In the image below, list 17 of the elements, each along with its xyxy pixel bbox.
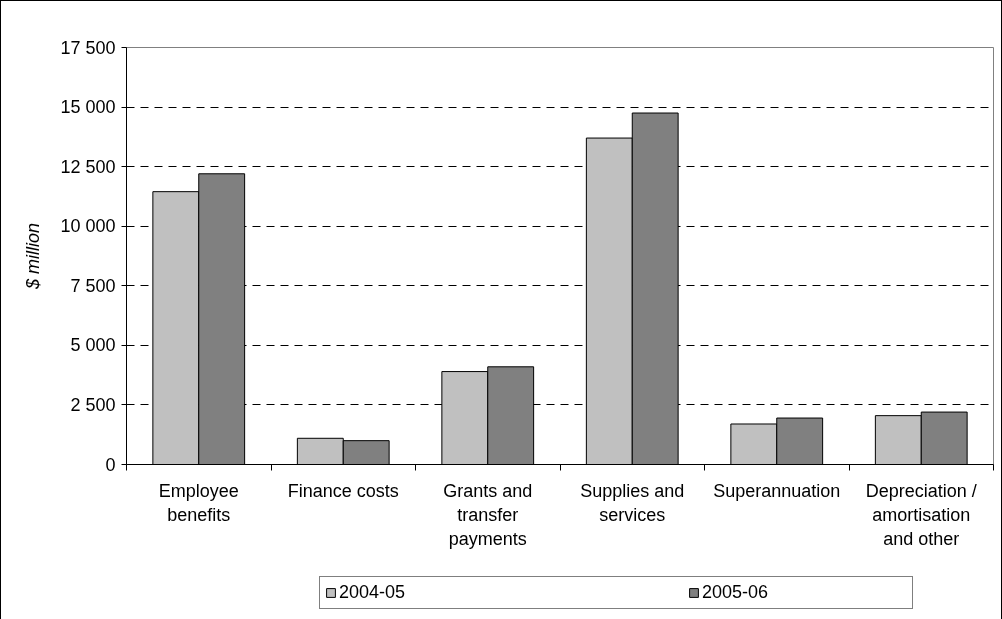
- x-tick-label: Supplies and services: [580, 480, 685, 525]
- y-tick-label: 7 500: [70, 275, 116, 296]
- y-tick-label: 10 000: [60, 216, 116, 237]
- x-tick-label: Grants and transfer payments: [443, 480, 533, 549]
- y-tick-label: 2 500: [70, 394, 116, 415]
- y-axis-title: $ million: [23, 222, 44, 291]
- legend-label: 2004-05: [339, 582, 407, 603]
- x-tick-label: Superannuation: [713, 480, 841, 501]
- y-tick-label: 0: [105, 454, 116, 475]
- x-tick-label: Finance costs: [287, 480, 399, 501]
- x-tick-label: Depreciation / amortisation and other: [865, 480, 977, 549]
- x-tick-label: Employee benefits: [158, 480, 239, 525]
- legend-label: 2005-06: [702, 582, 770, 603]
- y-tick-label: 12 500: [60, 156, 116, 177]
- y-tick-label: 5 000: [70, 335, 116, 356]
- y-tick-label: 17 500: [60, 37, 116, 58]
- y-tick-label: 15 000: [60, 97, 116, 118]
